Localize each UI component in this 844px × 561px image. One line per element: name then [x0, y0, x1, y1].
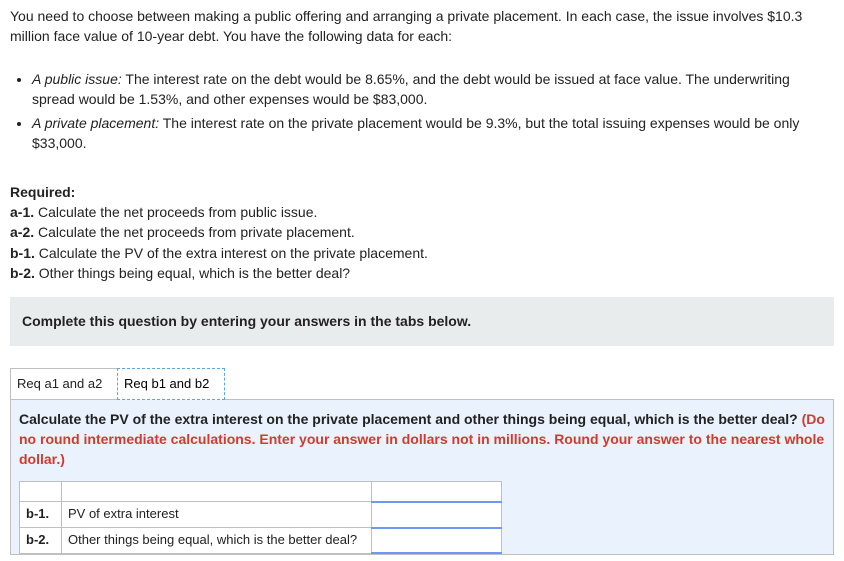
row-b2-label: b-2. — [20, 528, 62, 554]
row-b1-desc: PV of extra interest — [62, 502, 372, 528]
req-a2-text: Calculate the net proceeds from private … — [34, 224, 355, 240]
row-b1-label: b-1. — [20, 502, 62, 528]
req-b2-text: Other things being equal, which is the b… — [35, 265, 350, 281]
table-row-b2: b-2. Other things being equal, which is … — [20, 528, 502, 554]
header-cell-blank3 — [372, 482, 502, 502]
scenario-public-label: A public issue: — [32, 71, 122, 87]
tab-req-b1-b2[interactable]: Req b1 and b2 — [117, 368, 225, 401]
required-header: Required: — [10, 182, 834, 202]
scenario-public: A public issue: The interest rate on the… — [32, 69, 834, 110]
scenario-public-text: The interest rate on the debt would be 8… — [32, 71, 790, 107]
table-row-b1: b-1. PV of extra interest — [20, 502, 502, 528]
scenario-private-label: A private placement: — [32, 115, 159, 131]
tab-req-a1-a2[interactable]: Req a1 and a2 — [10, 368, 118, 401]
tab-prompt-main: Calculate the PV of the extra interest o… — [19, 411, 802, 427]
req-a1: a-1. Calculate the net proceeds from pub… — [10, 202, 834, 222]
req-b1: b-1. Calculate the PV of the extra inter… — [10, 243, 834, 263]
required-block: Required: a-1. Calculate the net proceed… — [10, 182, 834, 283]
req-b2: b-2. Other things being equal, which is … — [10, 263, 834, 283]
scenario-list: A public issue: The interest rate on the… — [10, 69, 834, 154]
req-a2: a-2. Calculate the net proceeds from pri… — [10, 222, 834, 242]
row-b1-input[interactable] — [372, 502, 502, 528]
req-a1-label: a-1. — [10, 204, 34, 220]
req-a1-text: Calculate the net proceeds from public i… — [34, 204, 317, 220]
header-cell-blank1 — [20, 482, 62, 502]
answer-table: b-1. PV of extra interest b-2. Other thi… — [19, 481, 502, 554]
req-a2-label: a-2. — [10, 224, 34, 240]
req-b1-text: Calculate the PV of the extra interest o… — [35, 245, 428, 261]
intro-text: You need to choose between making a publ… — [10, 6, 834, 47]
tab-prompt: Calculate the PV of the extra interest o… — [19, 410, 825, 469]
instruction-box: Complete this question by entering your … — [10, 297, 834, 345]
req-b1-label: b-1. — [10, 245, 35, 261]
header-cell-blank2 — [62, 482, 372, 502]
row-b2-input[interactable] — [372, 528, 502, 554]
tab-content: Calculate the PV of the extra interest o… — [10, 399, 834, 555]
row-b2-desc: Other things being equal, which is the b… — [62, 528, 372, 554]
table-header-row — [20, 482, 502, 502]
tabs-row: Req a1 and a2 Req b1 and b2 — [10, 368, 834, 401]
scenario-private: A private placement: The interest rate o… — [32, 113, 834, 154]
req-b2-label: b-2. — [10, 265, 35, 281]
